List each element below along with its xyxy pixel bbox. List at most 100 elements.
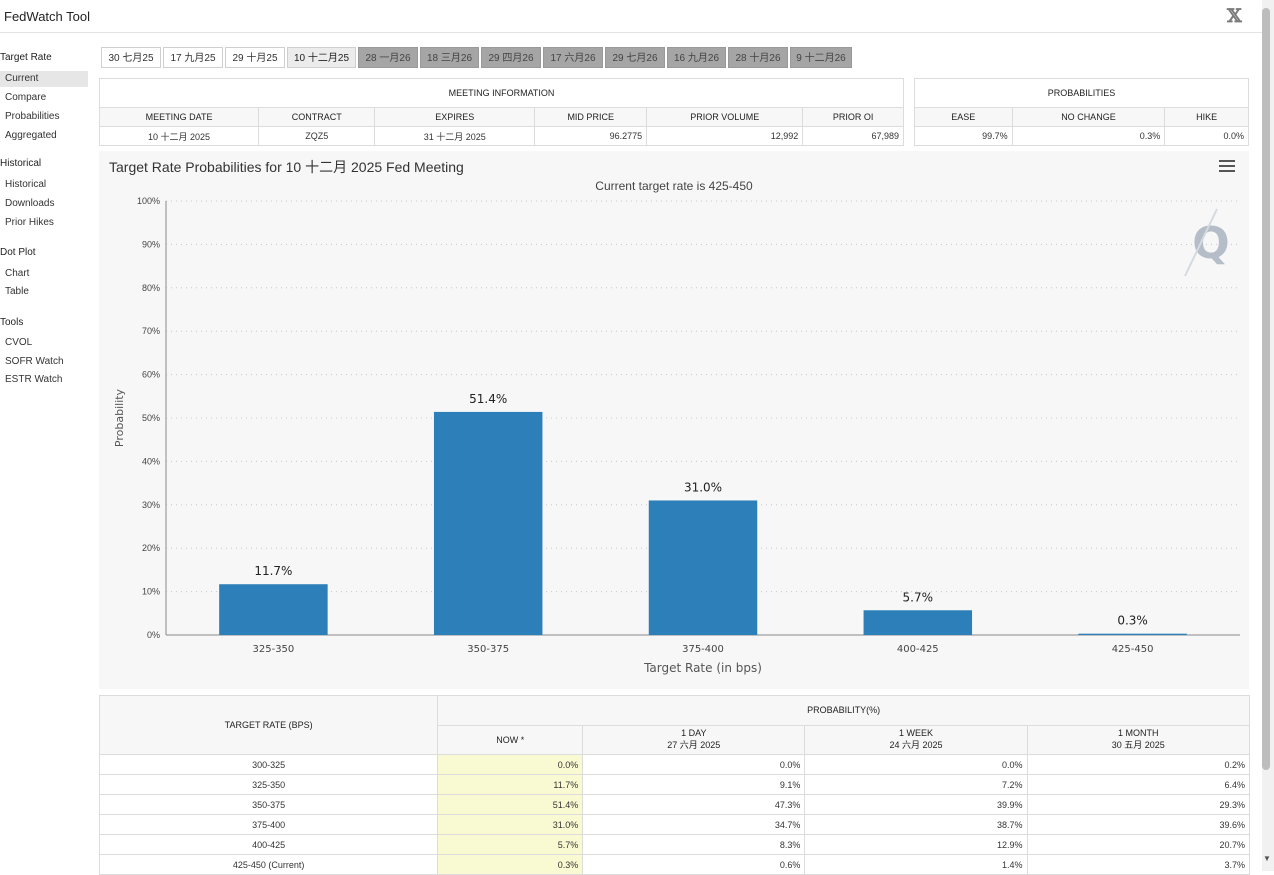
meeting-info-value: 10 十二月 2025 [98,126,260,146]
probability-cell: 39.9% [804,794,1028,815]
rate-col-label: 1 DAY [681,728,707,739]
sidebar-heading: Target Rate [0,52,52,63]
rate-col-date: 27 六月 2025 [667,740,721,751]
meeting-info-value: 12,992 [646,126,804,146]
sidebar-item-sofr-watch[interactable]: SOFR Watch [5,356,64,367]
bar-data-label: 51.4% [469,392,507,406]
probability-header: NO CHANGE [1011,107,1166,127]
meeting-info-value: 67,989 [802,126,904,146]
probability-group-header: PROBABILITY(%) [437,695,1250,726]
probability-cell: 0.6% [582,854,806,875]
chart-subtitle: Current target rate is 425-450 [595,179,753,193]
sidebar-item-prior-hikes[interactable]: Prior Hikes [5,217,54,228]
y-axis-title: Probability [113,388,126,447]
rate-col-label: 1 WEEK [898,728,933,739]
probability-cell: 3.7% [1026,854,1251,875]
target-rate-cell: 325-350 [98,774,439,795]
rate-col-label: 1 MONTH [1118,728,1159,739]
probability-cell: 0.3% [437,854,584,875]
sidebar-item-probabilities[interactable]: Probabilities [5,111,60,122]
meeting-tab[interactable]: 10 十二月25 [287,47,356,68]
target-rate-cell: 300-325 [98,754,439,775]
title-bar: FedWatch Tool 𝕏 [0,0,1262,33]
bar-data-label: 11.7% [254,564,292,578]
rate-col-header: 1 MONTH 30 五月 2025 [1026,724,1251,755]
probability-bar-chart: 0% 10% 20% 30% 40% 50% 60% 70% 80% 90% 100% 11.7% 32… [113,196,1240,675]
sidebar-item-historical[interactable]: Historical [5,179,47,190]
sidebar-item-compare[interactable]: Compare [5,92,47,103]
probability-cell: 9.1% [582,774,806,795]
probability-cell: 39.6% [1026,814,1251,835]
probability-cell: 47.3% [582,794,806,815]
bar-data-label: 31.0% [684,480,722,494]
scroll-down-arrow-icon[interactable]: ▼ [1263,854,1271,863]
bar-data-label: 0.3% [1117,614,1148,628]
rate-col-header: 1 WEEK 24 六月 2025 [804,724,1028,755]
y-tick-label: 10% [142,587,160,597]
meeting-tab[interactable]: 17 六月26 [543,47,603,68]
probabilities-summary-table: PROBABILITIES EASE NO CHANGE HIKE 99.7% 0.3… [914,78,1249,146]
rate-col-date: 30 五月 2025 [1111,740,1165,751]
bar-375-400[interactable] [648,500,758,635]
x-axis-title: Target Rate (in bps) [643,661,762,675]
chart-panel: 0% 10% 20% 30% 40% 50% 60% 70% 80% 90% 100% 11.7% 32… [99,151,1249,689]
y-tick-label: 20% [142,543,160,553]
sidebar-item-chart[interactable]: Chart [5,268,30,279]
bar-325-350[interactable] [219,584,328,635]
y-tick-label: 80% [142,283,160,293]
x-logo-icon[interactable]: 𝕏 [1227,5,1242,27]
rate-col-date: 24 六月 2025 [889,740,943,751]
bar-350-375[interactable] [433,411,543,635]
sidebar-heading: Tools [0,317,24,328]
table-row: 350-375 51.4% 47.3% 39.9% 29.3% [98,794,1251,815]
sidebar-heading: Historical [0,158,42,169]
hamburger-menu-icon[interactable] [1219,160,1235,174]
meeting-tab[interactable]: 17 九月25 [163,47,223,68]
sidebar-item-downloads[interactable]: Downloads [5,198,55,209]
y-tick-label: 60% [142,370,160,380]
meeting-tab[interactable]: 29 七月26 [605,47,665,68]
probability-header: HIKE [1164,107,1249,127]
y-tick-label: 30% [142,500,160,510]
table-row: 425-450 (Current) 0.3% 0.6% 1.4% 3.7% [98,854,1251,875]
y-tick-label: 70% [142,326,160,336]
sidebar-item-current[interactable]: Current [0,71,88,87]
sidebar-item-cvol[interactable]: CVOL [5,337,33,348]
sidebar-item-table[interactable]: Table [5,286,29,297]
meeting-tab[interactable]: 29 十月25 [225,47,285,68]
meeting-tab[interactable]: 16 九月26 [667,47,726,68]
target-rate-cell: 425-450 (Current) [98,854,439,875]
bar-data-label: 5.7% [903,590,934,604]
table-row: 400-425 5.7% 8.3% 12.9% 20.7% [98,834,1251,855]
meeting-tab[interactable]: 30 七月25 [101,47,161,68]
meeting-info-header: MEETING DATE [98,107,260,127]
meeting-tab[interactable]: 28 一月26 [358,47,418,68]
meeting-info-header: MID PRICE [534,107,648,127]
probability-cell: 8.3% [582,834,806,855]
meeting-information-table: MEETING INFORMATION MEETING DATE CONTRACT… [98,78,904,146]
probability-cell: 12.9% [804,834,1028,855]
x-tick-label: 400-425 [897,644,939,655]
meeting-tab[interactable]: 29 四月26 [481,47,541,68]
target-rate-cell: 350-375 [98,794,439,815]
probability-value: 0.0% [1164,126,1249,146]
chart-title: Target Rate Probabilities for 10 十二月 202… [109,159,464,175]
probability-cell: 51.4% [437,794,584,815]
meeting-info-value: 96.2775 [534,126,648,146]
rate-col-label: NOW * [496,734,525,745]
table-row: 325-350 11.7% 9.1% 7.2% 6.4% [98,774,1251,795]
y-tick-label: 0% [147,630,160,640]
y-tick-label: 50% [142,413,160,423]
table-row: 375-400 31.0% 34.7% 38.7% 39.6% [98,814,1251,835]
sidebar-item-estr-watch[interactable]: ESTR Watch [5,374,63,385]
meeting-tab[interactable]: 18 三月26 [420,47,479,68]
target-rate-cell: 375-400 [98,814,439,835]
meeting-tab[interactable]: 28 十月26 [728,47,788,68]
bar-425-450[interactable] [1078,633,1187,635]
app-title: FedWatch Tool [4,9,90,24]
scrollbar-thumb[interactable] [1262,8,1270,770]
x-tick-label: 425-450 [1112,644,1154,655]
meeting-tab[interactable]: 9 十二月26 [790,47,852,68]
sidebar-item-aggregated[interactable]: Aggregated [5,130,57,141]
bar-400-425[interactable] [863,610,973,635]
